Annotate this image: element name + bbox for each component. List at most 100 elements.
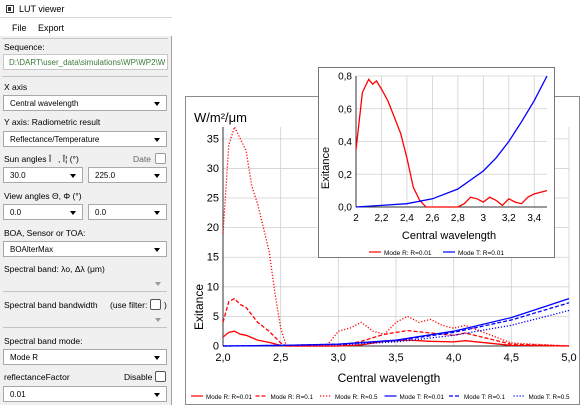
series-line-mode-r-r-0-5 — [222, 125, 570, 347]
y-axis-value: Reflectance/Temperature — [10, 135, 100, 144]
y-tick-label: 5 — [213, 311, 219, 323]
divider — [2, 76, 168, 77]
y-tick-label: 0,6 — [338, 104, 352, 115]
band-mode-label: Spectral band mode: — [4, 336, 83, 346]
x-tick-label: 2,2 — [375, 213, 389, 224]
sun-zenith-value: 30.0 — [10, 171, 26, 180]
sequence-path-field[interactable]: D:\DART\user_data\simulations\WP\WP2\W — [3, 54, 168, 70]
inset-x-axis-label: Central wavelength — [402, 230, 496, 242]
legend-item: Mode R: R=0.1 — [255, 394, 314, 401]
use-filter-checkbox[interactable] — [150, 299, 161, 310]
legend-label: Mode T: R=0.1 — [464, 394, 506, 401]
boa-select[interactable]: BOAlterMax — [3, 241, 167, 257]
legend-item: Mode T: R=0.1 — [449, 394, 506, 401]
band-mode-value: Mode R — [10, 353, 39, 362]
x-tick-label: 3 — [481, 213, 487, 224]
x-tick-label: 3,4 — [527, 213, 541, 224]
view-zenith-value: 0.0 — [10, 208, 22, 217]
divider — [2, 38, 168, 39]
boa-label: BOA, Sensor or TOA: — [4, 228, 86, 238]
sun-angles-label: Sun angles Î, Î¦ (°) — [4, 154, 79, 164]
menu-file[interactable]: File — [12, 23, 27, 33]
legend-item: Mode T: R=0.5 — [513, 394, 571, 401]
chevron-down-icon — [154, 248, 160, 252]
reflectance-factor-label: reflectanceFactor — [4, 372, 70, 382]
chevron-down-icon — [154, 211, 160, 215]
x-tick-label: 3,5 — [388, 352, 403, 364]
window-title: LUT viewer — [19, 4, 65, 14]
view-zenith-select[interactable]: 0.0 — [3, 204, 83, 220]
series-line-mode-r-r-0-01 — [355, 78, 548, 208]
legend-label: Mode T: R=0.01 — [400, 394, 445, 401]
x-tick-label: 3,2 — [502, 213, 516, 224]
y-tick-label: 30 — [207, 163, 219, 175]
sequence-path-text: D:\DART\user_data\simulations\WP\WP2\W — [9, 58, 166, 67]
y-tick-label: 15 — [207, 252, 219, 264]
x-axis-label: X axis — [4, 82, 28, 92]
chevron-down-icon — [155, 318, 161, 322]
legend-label: Mode R: R=0.01 — [206, 394, 253, 401]
main-y-axis-label: Exitance — [192, 284, 206, 330]
y-tick-label: 10 — [207, 281, 219, 293]
chevron-down-icon — [70, 174, 76, 178]
app-window-icon — [6, 5, 14, 13]
chevron-down-icon — [154, 356, 160, 360]
x-tick-label: 2,8 — [451, 213, 465, 224]
x-tick-label: 2,4 — [400, 213, 414, 224]
chevron-down-icon — [70, 211, 76, 215]
legend-item: Mode R: R=0.5 — [320, 394, 378, 401]
inset-chart: Exitance Central wavelength 0,0 0,2 0,4 0,6… — [318, 67, 555, 258]
x-tick-label: 4,0 — [446, 352, 461, 364]
menu-bar: File Export — [0, 18, 172, 36]
legend-label: Mode R: R=0.01 — [384, 250, 432, 257]
x-tick-label: 2,5 — [273, 352, 288, 364]
view-azimuth-value: 0.0 — [95, 208, 107, 217]
x-axis-value: Central wavelength — [10, 99, 79, 108]
disable-checkbox[interactable] — [155, 371, 166, 382]
date-checkbox[interactable] — [155, 153, 166, 164]
view-azimuth-select[interactable]: 0.0 — [88, 204, 167, 220]
control-panel: LUT viewer File Export Sequence: D:\DART… — [0, 0, 172, 405]
y-tick-label: 0,0 — [338, 203, 352, 214]
series-line-mode-r-r-0-01 — [222, 330, 570, 347]
legend-label: Mode T: R=0.5 — [529, 394, 571, 401]
x-tick-label: 2 — [353, 213, 359, 224]
x-tick-label: 3,0 — [331, 352, 346, 364]
y-tick-label: 35 — [207, 133, 219, 145]
chevron-down-icon — [154, 393, 160, 397]
y-axis-select[interactable]: Reflectance/Temperature — [3, 131, 167, 147]
reflectance-factor-select[interactable]: 0.01 — [3, 386, 167, 402]
bandwidth-select[interactable] — [3, 312, 167, 328]
inset-chart-svg: Exitance Central wavelength 0,0 0,2 0,4 0,6… — [320, 72, 548, 257]
band-mode-select[interactable]: Mode R — [3, 349, 167, 365]
y-tick-label: 0 — [213, 341, 219, 353]
legend-item: Mode R: R=0.01 — [369, 250, 432, 257]
spectral-band-select[interactable] — [3, 276, 167, 292]
y-axis-label: Y axis: Radiometric result — [4, 117, 101, 127]
y-tick-label: 0,2 — [338, 170, 352, 181]
series-line-mode-t-r-0-01 — [355, 75, 548, 208]
inset-y-axis-label: Exitance — [320, 147, 332, 189]
main-x-axis-label: Central wavelength — [338, 371, 441, 385]
view-angles-label: View angles Θ, Φ (°) — [4, 191, 82, 201]
legend-label: Mode T: R=0.01 — [458, 250, 504, 257]
x-axis-select[interactable]: Central wavelength — [3, 95, 167, 111]
sun-zenith-select[interactable]: 30.0 — [3, 167, 83, 183]
reflectance-factor-value: 0.01 — [10, 390, 26, 399]
y-tick-label: 0,4 — [338, 137, 352, 148]
x-tick-label: 2,6 — [425, 213, 439, 224]
y-tick-label: 25 — [207, 193, 219, 205]
sun-azimuth-select[interactable]: 225.0 — [88, 167, 167, 183]
bandwidth-label: Spectral band bandwidth — [4, 300, 98, 310]
units-label: W/m²/μm — [194, 110, 247, 125]
menu-export[interactable]: Export — [38, 23, 65, 33]
chevron-down-icon — [154, 174, 160, 178]
sequence-label: Sequence: — [4, 42, 45, 52]
disable-label: Disable — [124, 372, 153, 382]
use-filter-close: ) — [164, 300, 167, 310]
legend-item: Mode R: R=0.01 — [191, 394, 253, 401]
legend-item: Mode T: R=0.01 — [443, 250, 504, 257]
x-tick-label: 4,5 — [504, 352, 519, 364]
y-tick-label: 0,8 — [338, 72, 352, 83]
window-titlebar: LUT viewer — [0, 0, 172, 18]
